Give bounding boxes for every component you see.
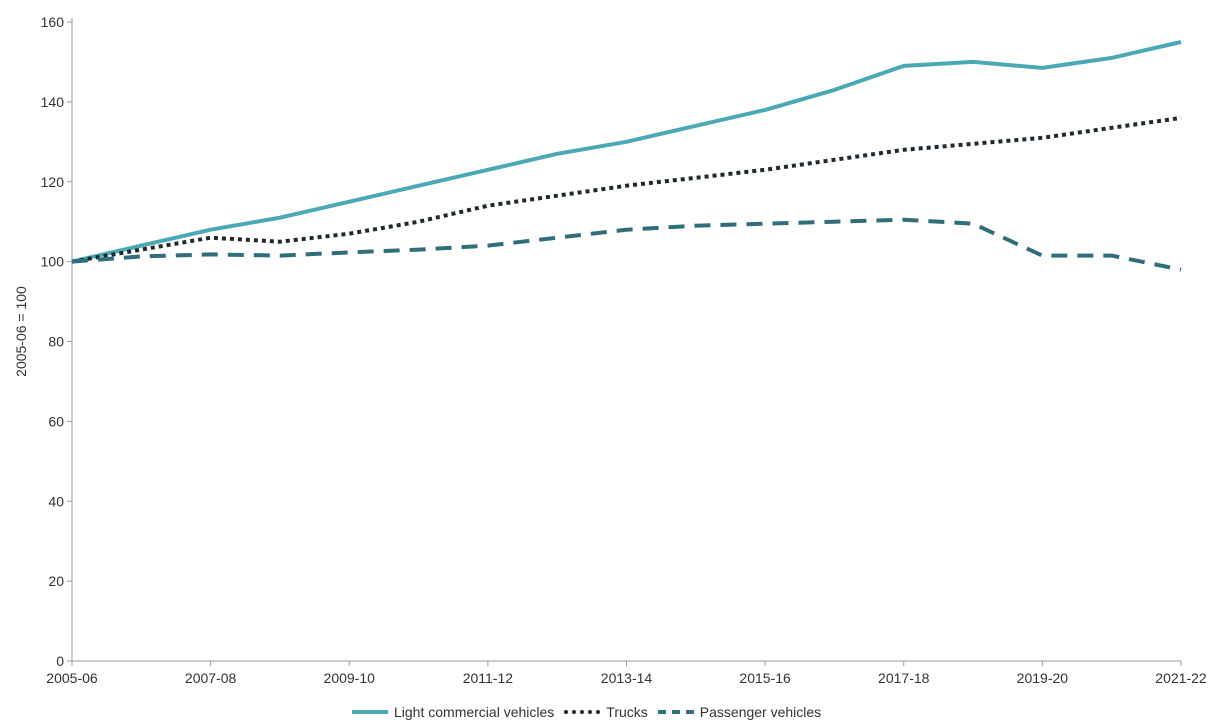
y-tick-label: 100 [41, 254, 65, 270]
legend-label-passenger-vehicles: Passenger vehicles [699, 704, 822, 720]
x-tick-label: 2011-12 [463, 670, 514, 686]
legend-item-light-commercial-vehicles: Light commercial vehicles [352, 704, 554, 720]
y-tick-label: 0 [56, 653, 64, 669]
x-tick-label: 2019-20 [1017, 670, 1069, 686]
y-tick-label: 40 [48, 493, 64, 509]
x-tick-label: 2005-06 [46, 670, 98, 686]
legend-item-trucks: Trucks [564, 704, 648, 720]
y-tick-label: 140 [41, 94, 65, 110]
y-axis-title: 2005-06 = 100 [13, 286, 29, 377]
y-tick-label: 20 [48, 573, 64, 589]
legend: Light commercial vehicles Trucks Passeng… [352, 704, 821, 720]
y-axis: 0 20 40 60 80 100 120 140 160 [41, 14, 73, 669]
x-axis: 2005-06 2007-08 2009-10 2011-12 2013-14 2015-… [46, 660, 1207, 686]
series-line-trucks [71, 115, 1182, 264]
x-tick-label: 2017-18 [878, 670, 930, 686]
y-tick-label: 80 [48, 334, 64, 350]
x-tick-label: 2007-08 [185, 670, 237, 686]
x-tick-label: 2015-16 [739, 670, 791, 686]
series-line-light-commercial-vehicles [71, 40, 1182, 264]
legend-label-trucks: Trucks [606, 704, 648, 720]
series-line-passenger-vehicles [71, 217, 1182, 272]
y-tick-label: 120 [41, 174, 65, 190]
legend-label-light-commercial-vehicles: Light commercial vehicles [394, 704, 555, 720]
legend-item-passenger-vehicles: Passenger vehicles [657, 704, 822, 720]
legend-swatch-passenger-vehicles [657, 710, 694, 714]
line-chart: 0 20 40 60 80 100 120 140 160 2005-06 2007-08 2009… [13, 14, 1207, 686]
y-tick-label: 160 [41, 14, 65, 30]
y-tick-label: 60 [48, 413, 64, 429]
x-tick-label: 2013-14 [601, 670, 653, 686]
x-tick-label: 2009-10 [324, 670, 376, 686]
legend-swatch-light-commercial-vehicles [352, 710, 388, 714]
series-layer [71, 40, 1182, 272]
x-tick-label: 2021-22 [1155, 670, 1207, 686]
legend-swatch-trucks [564, 710, 601, 714]
